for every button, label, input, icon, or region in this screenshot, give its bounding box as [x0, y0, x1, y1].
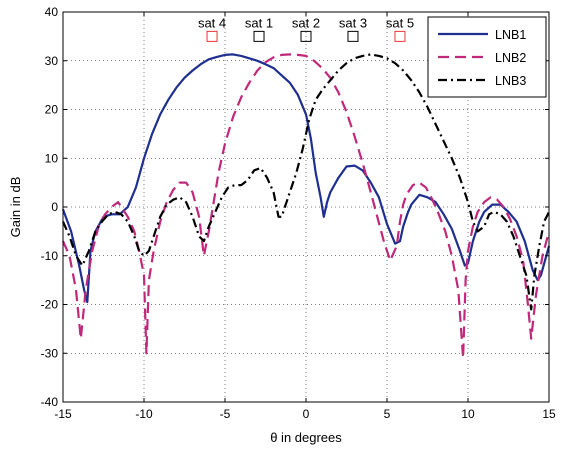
y-tick-label: -40: [41, 395, 59, 409]
sat-markers: sat 4 sat 1 sat 2 sat 3 sat 5: [198, 15, 414, 41]
legend-label-lnb3: LNB3: [495, 74, 526, 88]
x-tick-label: -15: [54, 407, 72, 421]
sat-label: sat 4: [198, 15, 226, 30]
sat-label: sat 2: [292, 15, 320, 30]
y-tick-label: 0: [51, 200, 58, 214]
sat-label: sat 5: [386, 15, 414, 30]
x-tick-label: 0: [303, 407, 310, 421]
y-tick-label: -20: [41, 298, 59, 312]
legend: LNB1 LNB2 LNB3: [428, 17, 546, 97]
y-tick-label: -30: [41, 346, 59, 360]
y-tick-label: 40: [45, 5, 59, 19]
x-tick-label: -10: [135, 407, 153, 421]
y-tick-label: -10: [41, 249, 59, 263]
sat-marker: [254, 31, 264, 41]
sat-label: sat 1: [245, 15, 273, 30]
sat-marker: [395, 31, 405, 41]
x-tick-label: 10: [461, 407, 475, 421]
sat-marker: [348, 31, 358, 41]
sat-marker: [207, 31, 217, 41]
x-tick-label: 15: [542, 407, 556, 421]
y-axis-label: Gain in dB: [8, 177, 23, 238]
y-tick-label: 20: [45, 103, 59, 117]
x-axis-label: θ in degrees: [270, 430, 342, 445]
x-tick-label: 5: [384, 407, 391, 421]
sat-label: sat 3: [339, 15, 367, 30]
legend-label-lnb2: LNB2: [495, 51, 526, 65]
y-tick-label: 10: [45, 151, 59, 165]
y-tick-label: 30: [45, 54, 59, 68]
x-tick-label: -5: [220, 407, 231, 421]
legend-label-lnb1: LNB1: [495, 28, 526, 42]
